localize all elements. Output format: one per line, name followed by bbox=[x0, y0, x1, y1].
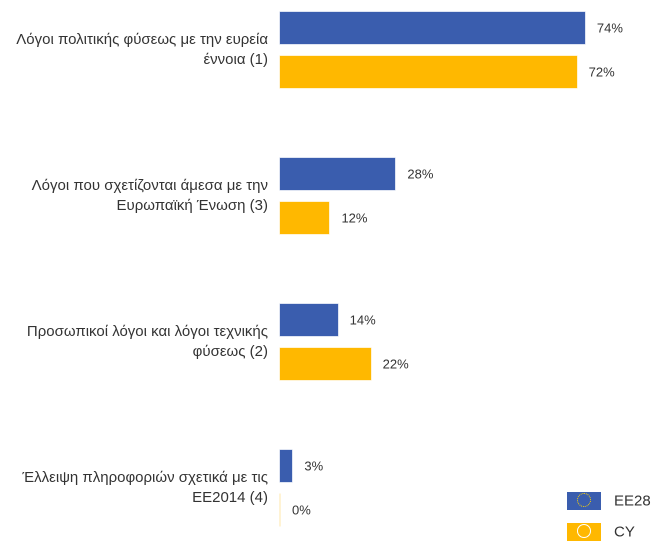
legend-icon bbox=[577, 524, 591, 538]
bar bbox=[280, 450, 293, 482]
value-label: 74% bbox=[596, 20, 623, 36]
value-label: 22% bbox=[382, 356, 409, 372]
bar bbox=[280, 202, 330, 234]
legend-swatch bbox=[567, 492, 601, 510]
legend-label: EE28 bbox=[614, 492, 651, 510]
value-label: 0% bbox=[292, 502, 311, 518]
bar bbox=[280, 348, 371, 380]
legend-icon bbox=[577, 493, 591, 507]
legend-label: CY bbox=[614, 523, 635, 541]
bar bbox=[280, 12, 585, 44]
value-label: 14% bbox=[349, 312, 376, 328]
bar bbox=[280, 304, 338, 336]
category-label: Έλλειψη πληροφοριών σχετικά με τις ΕΕ201… bbox=[22, 469, 268, 506]
category-label: Προσωπικοί λόγοι και λόγοι τεχνικής φύσε… bbox=[26, 323, 268, 360]
category-label: Λόγοι που σχετίζονται άμεσα με την Ευρωπ… bbox=[31, 177, 268, 214]
value-label: 3% bbox=[304, 458, 324, 474]
value-label: 28% bbox=[407, 166, 434, 182]
legend-swatch bbox=[567, 523, 601, 541]
value-label: 12% bbox=[341, 210, 368, 226]
value-label: 72% bbox=[588, 64, 615, 80]
bar bbox=[280, 158, 396, 190]
category-label: Λόγοι πολιτικής φύσεως με την ευρεία ένν… bbox=[16, 31, 268, 68]
bar bbox=[280, 56, 577, 88]
